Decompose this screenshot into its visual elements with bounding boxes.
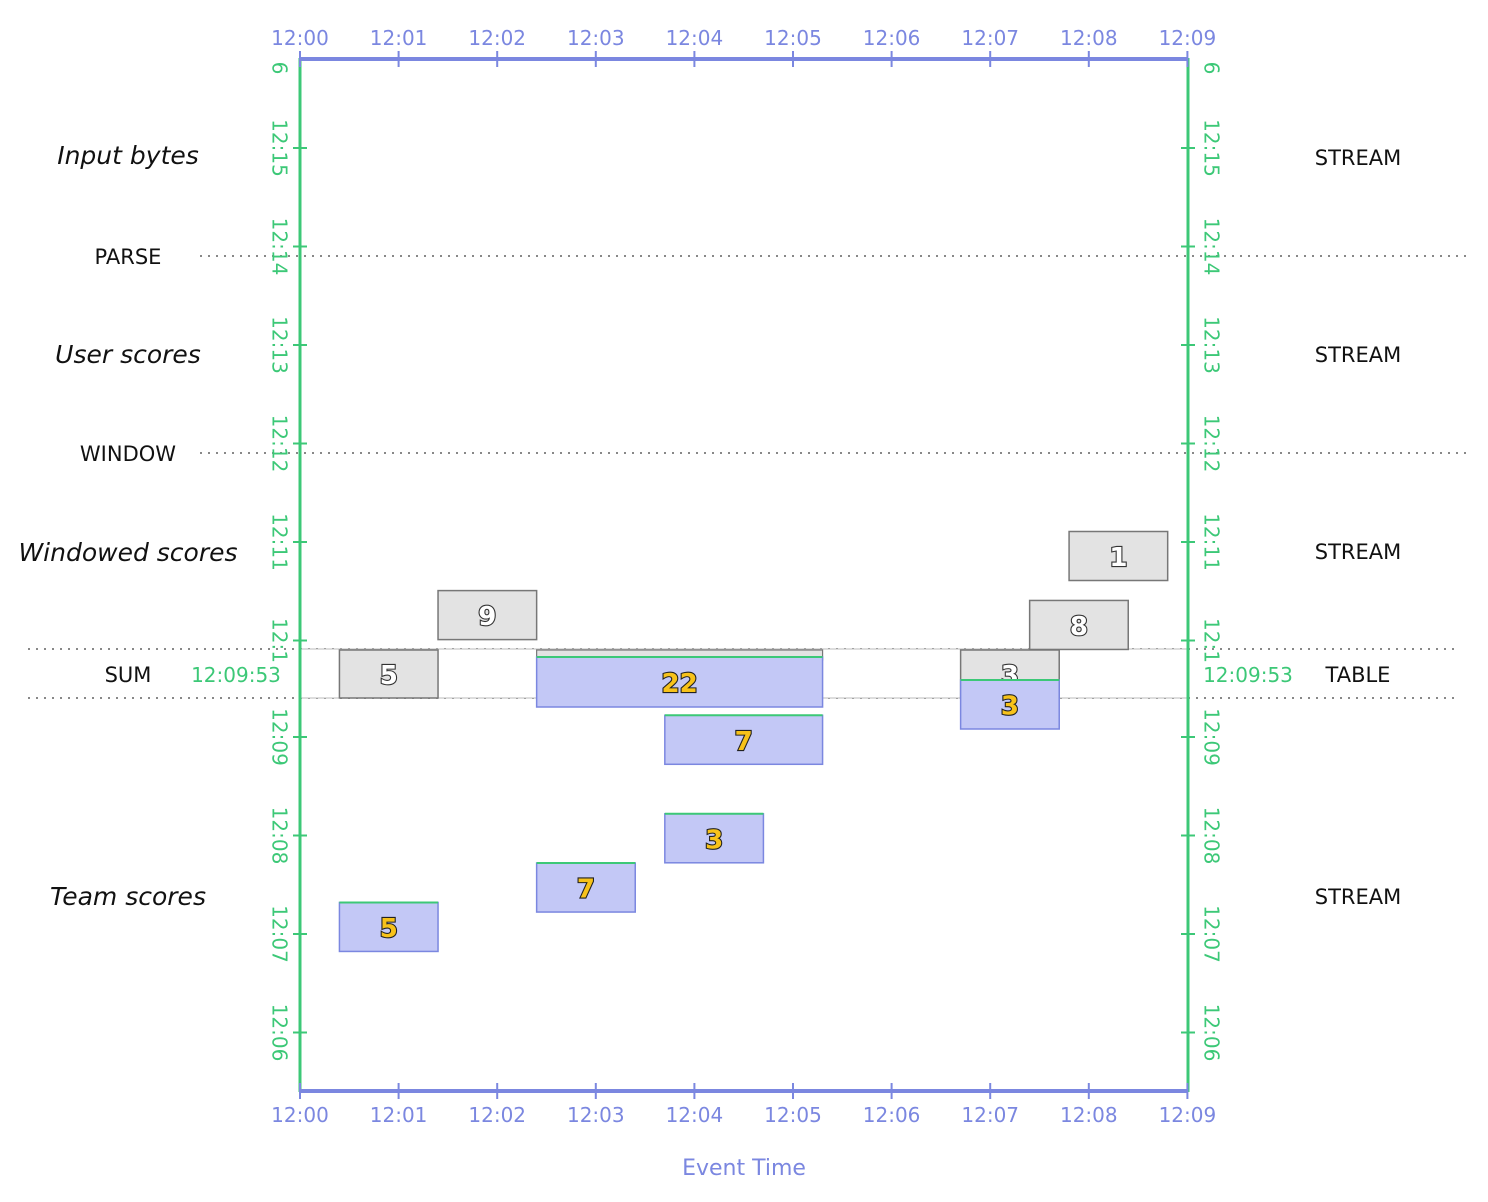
team-score-value: 7	[577, 875, 595, 905]
y-tick-label-left: 12:15	[268, 119, 292, 177]
stage-user-scores: User scores	[55, 340, 201, 369]
team-score-box	[338, 901, 439, 953]
kind-team-scores: STREAM	[1315, 885, 1402, 909]
y-tick-label-right: 12:11	[1200, 513, 1224, 571]
stage-team-scores: Team scores	[50, 882, 206, 911]
team-score-value: 7	[735, 727, 753, 757]
x-tick-label-top: 12:06	[863, 26, 921, 50]
x-axis-title: Event Time	[682, 1156, 806, 1181]
y-tick-label-right: 12:07	[1200, 905, 1224, 963]
y-tick-label-right: 6	[1200, 62, 1224, 75]
kind-windowed-scores: STREAM	[1315, 540, 1402, 564]
stage-sum: SUM	[105, 663, 152, 687]
table-result-box	[959, 679, 1060, 730]
x-tick-label-top: 12:02	[468, 26, 526, 50]
y-tick-label-left: 12:14	[268, 218, 292, 276]
x-tick-label-bottom: 12:01	[370, 1103, 428, 1127]
x-tick-label-top: 12:07	[961, 26, 1019, 50]
x-tick-label-top: 12:08	[1060, 26, 1118, 50]
table-state-box	[338, 649, 439, 699]
windowed-score-value: 8	[1070, 612, 1088, 642]
y-tick-label-left: 12:1	[268, 618, 292, 663]
x-tick-label-top: 12:09	[1159, 26, 1217, 50]
table-state-value: 5	[380, 661, 398, 691]
x-tick-label-top: 12:01	[370, 26, 428, 50]
kind-sum: TABLE	[1325, 663, 1391, 687]
x-tick-label-bottom: 12:00	[271, 1103, 329, 1127]
y-tick-label-right: 12:09	[1200, 708, 1224, 766]
team-score-value: 5	[380, 914, 398, 944]
x-tick-label-top: 12:03	[567, 26, 625, 50]
x-tick-label-bottom: 12:05	[764, 1103, 822, 1127]
y-tick-label-right: 12:13	[1200, 316, 1224, 374]
team-score-value: 3	[705, 825, 723, 855]
x-tick-label-bottom: 12:04	[666, 1103, 724, 1127]
windowed-score-value: 1	[1109, 543, 1127, 573]
y-tick-label-right: 12:1	[1200, 618, 1224, 663]
stage-windowed-scores: Windowed scores	[18, 538, 237, 567]
y-tick-label-left: 12:11	[268, 513, 292, 571]
y-tick-label-right: 12:12	[1200, 415, 1224, 473]
x-tick-label-bottom: 12:02	[468, 1103, 526, 1127]
kind-user-scores: STREAM	[1315, 343, 1402, 367]
y-tick-label-left: 12:06	[268, 1004, 292, 1062]
x-tick-label-bottom: 12:09	[1159, 1103, 1217, 1127]
table-result-box	[535, 656, 824, 708]
x-tick-label-top: 12:00	[271, 26, 329, 50]
y-tick-label-right: 12:06	[1200, 1004, 1224, 1062]
team-score-box	[535, 862, 636, 913]
y-tick-label-right: 12:08	[1200, 807, 1224, 865]
y-tick-label-left: 6	[268, 62, 292, 75]
kind-input-bytes: STREAM	[1315, 146, 1402, 170]
y-tick-label-right: 12:15	[1200, 119, 1224, 177]
y-tick-label-right: 12:14	[1200, 218, 1224, 276]
y-tick-label-left: 12:08	[268, 807, 292, 865]
table-result-value: 3	[1001, 692, 1019, 722]
y-tick-label-left: 12:12	[268, 415, 292, 473]
stage-parse: PARSE	[95, 245, 162, 269]
watermark-left: 12:09:53	[191, 663, 281, 687]
windowed-score-box	[437, 589, 538, 641]
x-tick-label-bottom: 12:08	[1060, 1103, 1118, 1127]
x-tick-label-top: 12:05	[764, 26, 822, 50]
windowed-score-value: 9	[478, 602, 496, 632]
y-tick-label-left: 12:13	[268, 316, 292, 374]
team-score-box	[664, 714, 824, 766]
stage-window: WINDOW	[80, 442, 176, 466]
stage-input-bytes: Input bytes	[57, 141, 199, 170]
table-result-value: 22	[662, 669, 698, 699]
x-tick-label-top: 12:04	[666, 26, 724, 50]
team-score-box	[664, 813, 765, 864]
windowed-score-box	[1028, 599, 1129, 651]
windowed-score-box	[1068, 530, 1169, 582]
y-tick-label-left: 12:09	[268, 708, 292, 766]
x-tick-label-bottom: 12:07	[961, 1103, 1019, 1127]
y-tick-label-left: 12:07	[268, 905, 292, 963]
watermark-right: 12:09:53	[1203, 663, 1293, 687]
x-tick-label-bottom: 12:06	[863, 1103, 921, 1127]
x-tick-label-bottom: 12:03	[567, 1103, 625, 1127]
